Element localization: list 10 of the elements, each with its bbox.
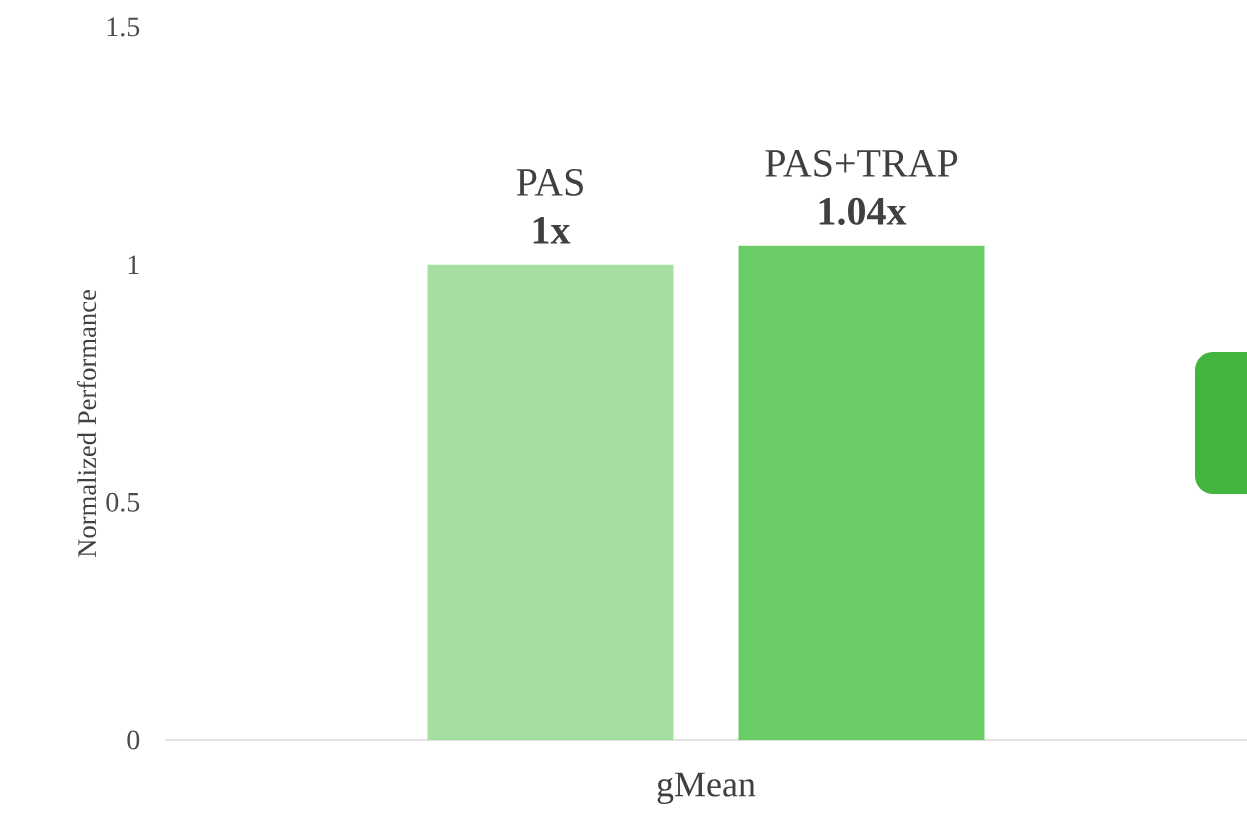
y-tick-label: 1 [128, 255, 139, 274]
series-label: PAS+TRAP [765, 149, 958, 177]
data-label: 1x [533, 217, 571, 244]
y-axis-title: Normalized Performance [77, 290, 97, 558]
y-tick-label: 0.5 [106, 492, 140, 512]
series-label: PAS [516, 168, 583, 196]
data-label: 1.04x [819, 197, 907, 226]
y-tick-label: 1.5 [107, 17, 140, 37]
y-tick-label: 0 [127, 730, 140, 750]
x-tick-label: gMean [657, 772, 756, 805]
